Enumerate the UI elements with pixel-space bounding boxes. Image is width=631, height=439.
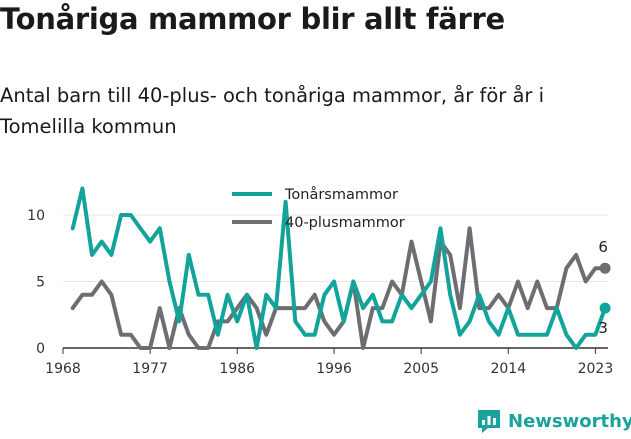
series-line-0 (70, 186, 608, 350)
series-line-1 (70, 226, 608, 350)
y-tick-label: 0 (36, 341, 45, 357)
legend-label-1: 40-plusmammor (285, 215, 405, 231)
x-tick-label: 1968 (45, 361, 81, 377)
legend-label-0: Tonårsmammor (284, 186, 398, 203)
chart-title: Tonåriga mammor blir allt färre (0, 2, 505, 36)
series-end-label-0: 3 (598, 319, 608, 337)
legend: Tonårsmammor 40-plusmammor (232, 186, 405, 231)
chart-subtitle: Antal barn till 40-plus- och tonåriga ma… (0, 84, 545, 138)
series-end-label-1: 6 (598, 238, 608, 256)
newsworthy-logo-icon (478, 410, 500, 433)
series-endpoint-1 (599, 262, 611, 274)
x-tick-label: 2023 (578, 361, 614, 377)
x-tick-label: 1977 (132, 361, 168, 377)
axes: 0 5 10 1968 1977 1986 1996 2005 2014 2023 (27, 208, 613, 377)
series-lines: 63 (70, 186, 611, 350)
newsworthy-brand[interactable]: Newsworthy (476, 408, 631, 434)
x-tick-label: 2014 (490, 361, 526, 377)
y-tick-label: 5 (36, 275, 45, 291)
x-tick-label: 2005 (403, 361, 439, 377)
y-tick-label: 10 (27, 208, 45, 224)
series-endpoint-0 (599, 302, 611, 314)
x-tick-label: 1986 (219, 361, 255, 377)
x-tick-label: 1996 (316, 361, 352, 377)
brand-name: Newsworthy (508, 410, 631, 432)
